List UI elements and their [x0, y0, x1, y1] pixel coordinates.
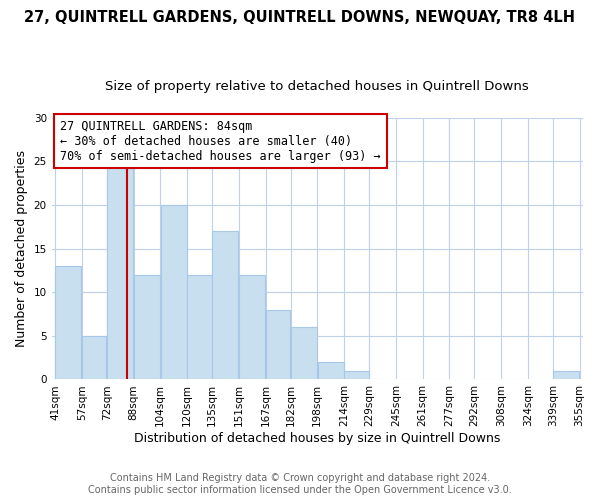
Bar	[107, 162, 133, 380]
Text: Contains HM Land Registry data © Crown copyright and database right 2024.
Contai: Contains HM Land Registry data © Crown c…	[88, 474, 512, 495]
Bar	[318, 362, 344, 380]
Bar	[291, 327, 317, 380]
Text: 27 QUINTRELL GARDENS: 84sqm
← 30% of detached houses are smaller (40)
70% of sem: 27 QUINTRELL GARDENS: 84sqm ← 30% of det…	[60, 120, 380, 162]
Bar	[187, 275, 212, 380]
X-axis label: Distribution of detached houses by size in Quintrell Downs: Distribution of detached houses by size …	[134, 432, 500, 445]
Bar	[553, 370, 579, 380]
Bar	[344, 370, 368, 380]
Y-axis label: Number of detached properties: Number of detached properties	[15, 150, 28, 347]
Bar	[55, 266, 82, 380]
Text: 27, QUINTRELL GARDENS, QUINTRELL DOWNS, NEWQUAY, TR8 4LH: 27, QUINTRELL GARDENS, QUINTRELL DOWNS, …	[25, 10, 575, 25]
Bar	[266, 310, 290, 380]
Bar	[239, 275, 265, 380]
Bar	[161, 205, 187, 380]
Bar	[82, 336, 106, 380]
Bar	[212, 231, 238, 380]
Bar	[134, 275, 160, 380]
Title: Size of property relative to detached houses in Quintrell Downs: Size of property relative to detached ho…	[106, 80, 529, 93]
